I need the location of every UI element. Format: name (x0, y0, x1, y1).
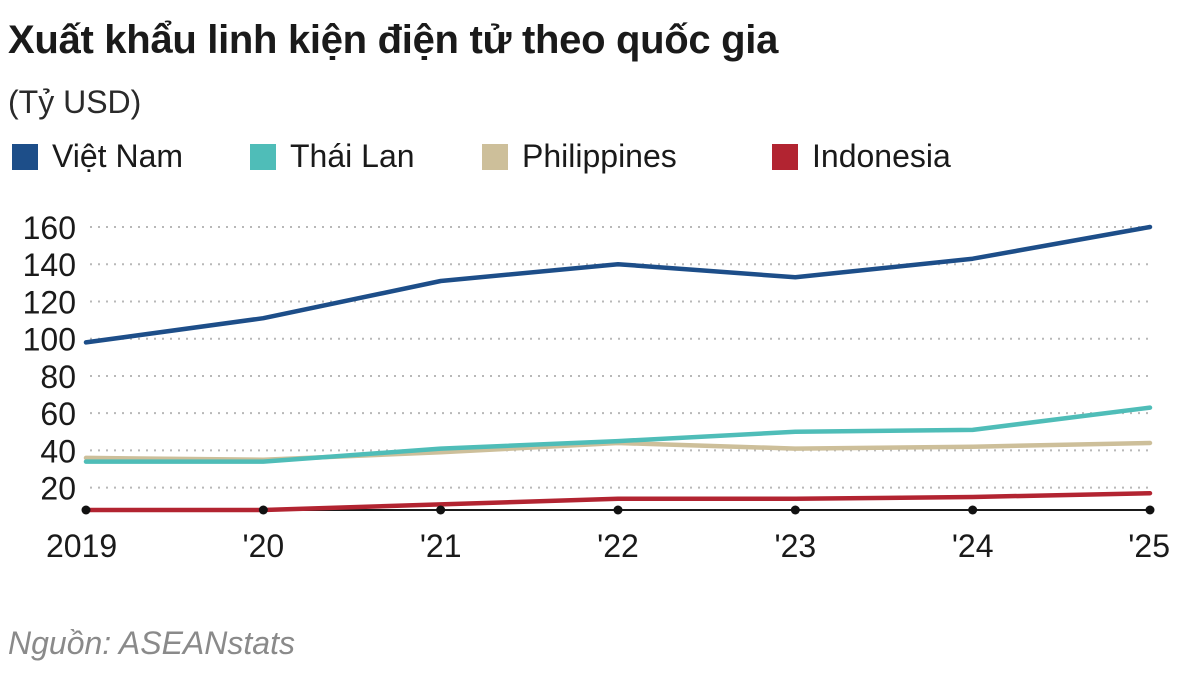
legend-item-indonesia: Indonesia (772, 138, 951, 175)
legend-swatch (12, 143, 38, 170)
x-tick-marker (81, 505, 91, 515)
legend-swatch (772, 143, 798, 170)
x-tick-marker (613, 505, 623, 515)
y-tick-label: 60 (40, 396, 76, 432)
x-tick-marker (790, 505, 800, 515)
chart-title: Xuất khẩu linh kiện điện tử theo quốc gi… (8, 18, 779, 62)
x-tick-label: '20 (242, 528, 284, 564)
x-tick-marker (436, 505, 446, 515)
legend-item-vietnam: Việt Nam (12, 138, 183, 175)
x-tick-label: '24 (952, 528, 994, 564)
legend-item-thailand: Thái Lan (250, 138, 415, 175)
legend-label: Philippines (522, 138, 677, 174)
x-tick-label: '21 (420, 528, 462, 564)
chart-unit: (Tỷ USD) (8, 84, 142, 120)
legend-swatch (482, 143, 508, 170)
series-line-1 (83, 224, 1153, 345)
x-tick-marker (1145, 505, 1155, 515)
y-tick-label: 120 (23, 284, 76, 320)
y-tick-label: 40 (40, 433, 76, 469)
source-note: Nguồn: ASEANstats (8, 625, 295, 661)
x-tick-label: '25 (1128, 528, 1170, 564)
legend-label: Thái Lan (290, 138, 415, 174)
x-tick-label: '22 (597, 528, 639, 564)
series-line-2 (83, 405, 1153, 464)
x-tick-label: '23 (774, 528, 816, 564)
y-tick-label: 80 (40, 359, 76, 395)
legend: Việt Nam Thái Lan Philippines Indonesia (12, 138, 1192, 178)
y-tick-label: 100 (23, 322, 76, 358)
y-tick-label: 140 (23, 247, 76, 283)
legend-item-philippines: Philippines (482, 138, 677, 175)
x-tick-label: 2019 (46, 528, 117, 564)
y-tick-label: 160 (23, 210, 76, 246)
y-tick-label: 20 (40, 471, 76, 507)
legend-label: Indonesia (812, 138, 951, 174)
x-tick-marker (258, 505, 268, 515)
legend-swatch (250, 143, 276, 170)
legend-label: Việt Nam (52, 138, 184, 174)
x-tick-marker (968, 505, 978, 515)
